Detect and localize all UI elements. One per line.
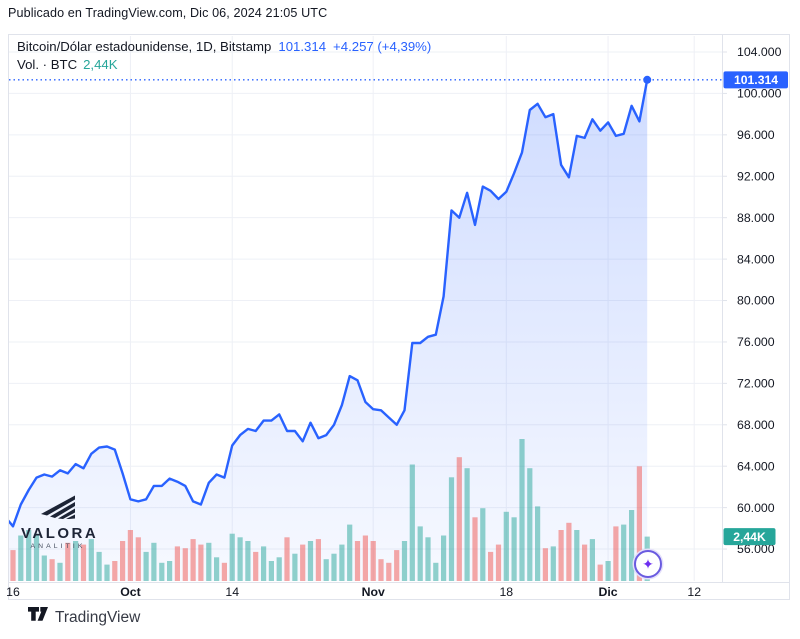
price-tick-label: 72.000 [737, 377, 775, 391]
price-tick-label: 88.000 [737, 211, 775, 225]
price-tick-label: 104.000 [737, 45, 782, 59]
published-header: Publicado en TradingView.com, Dic 06, 20… [8, 6, 328, 20]
tradingview-footer[interactable]: TradingView [28, 607, 140, 628]
watermark-title: VALORA [21, 525, 99, 542]
price-tick-label: 96.000 [737, 128, 775, 142]
price-tick-label: 76.000 [737, 335, 775, 349]
volume-bars [10, 439, 650, 581]
time-tick-label: 16 [6, 585, 20, 599]
scale-badges: 101.314 2,44K [723, 71, 788, 546]
price-tick-label: 84.000 [737, 252, 775, 266]
time-tick-label: Oct [120, 585, 141, 599]
volume-value: 2,44K [83, 57, 118, 72]
time-tick-label: 12 [687, 585, 701, 599]
price-tick-label: 68.000 [737, 418, 775, 432]
symbol-title[interactable]: Bitcoin/Dólar estadounidense, 1D, Bitsta… [17, 39, 272, 54]
volume-badge: 2,44K [733, 530, 766, 544]
valora-logo-icon [38, 495, 78, 523]
last-price-badge: 101.314 [734, 73, 778, 87]
valora-watermark: VALORA ANALITIK [21, 495, 99, 550]
time-tick-label: 18 [499, 585, 513, 599]
chart-frame [8, 34, 790, 600]
price-scale[interactable]: 104.000 100.000 96.000 92.000 88.000 84.000 80… [722, 45, 782, 556]
watermark-subtitle: ANALITIK [30, 543, 86, 550]
tradingview-brand-text: TradingView [55, 608, 141, 626]
sparkle-button[interactable]: ✦ [634, 550, 662, 578]
price-tick-label: 56.000 [737, 542, 775, 556]
time-tick-label: Dic [599, 585, 618, 599]
last-price-value: 101.314 [278, 39, 327, 54]
sparkle-icon: ✦ [642, 555, 654, 572]
time-tick-label: Nov [362, 585, 385, 599]
time-tick-label: 14 [225, 585, 239, 599]
price-tick-label: 64.000 [737, 459, 775, 473]
volume-label[interactable]: Vol. · BTC [17, 57, 78, 72]
price-tick-label: 92.000 [737, 169, 775, 183]
price-tick-label: 60.000 [737, 501, 775, 515]
chart-legend: Bitcoin/Dólar estadounidense, 1D, Bitsta… [17, 38, 431, 74]
price-tick-label: 80.000 [737, 294, 775, 308]
time-scale[interactable]: 16 Oct 14 Nov 18 Dic 12 [6, 585, 701, 599]
price-line [9, 78, 649, 528]
plot-area[interactable] [0, 75, 722, 581]
tradingview-logo-icon [28, 607, 48, 628]
price-tick-label: 100.000 [737, 87, 782, 101]
price-change-value: +4.257 (+4,39%) [333, 39, 432, 54]
last-price-dot [643, 75, 652, 84]
